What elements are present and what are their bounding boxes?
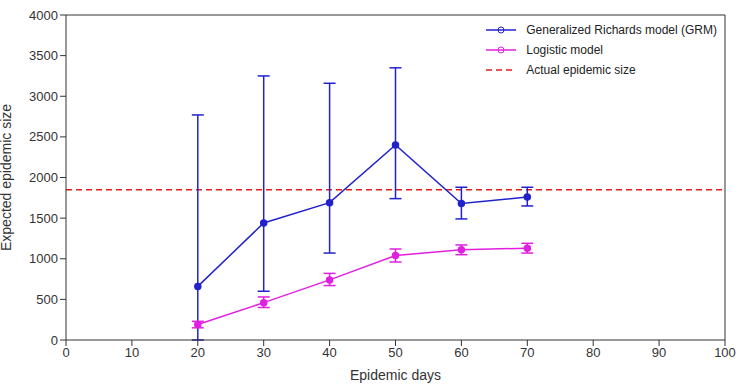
svg-text:40: 40	[322, 345, 336, 360]
svg-text:90: 90	[652, 345, 666, 360]
svg-text:1500: 1500	[29, 211, 58, 226]
svg-text:10: 10	[125, 345, 139, 360]
svg-text:1000: 1000	[29, 251, 58, 266]
svg-text:4000: 4000	[29, 8, 58, 23]
svg-text:100: 100	[714, 345, 736, 360]
html-text:Actual epidemic size: Actual epidemic size	[526, 63, 636, 77]
svg-text:Epidemic days: Epidemic days	[350, 367, 441, 383]
svg-text:80: 80	[586, 345, 600, 360]
svg-text:50: 50	[388, 345, 402, 360]
svg-text:20: 20	[191, 345, 205, 360]
svg-text:3000: 3000	[29, 89, 58, 104]
svg-text:3500: 3500	[29, 48, 58, 63]
svg-text:2500: 2500	[29, 129, 58, 144]
html-text:Generalized Richards model (GR: Generalized Richards model (GRM)	[526, 23, 717, 37]
svg-text:0: 0	[62, 345, 69, 360]
svg-text:2000: 2000	[29, 170, 58, 185]
svg-text:500: 500	[36, 292, 58, 307]
svg-text:30: 30	[256, 345, 270, 360]
svg-text:60: 60	[454, 345, 468, 360]
html-text:Logistic model: Logistic model	[526, 43, 603, 57]
svg-text:Expected epidemic size: Expected epidemic size	[8, 104, 14, 251]
svg-text:70: 70	[520, 345, 534, 360]
svg-text:0: 0	[51, 333, 58, 348]
